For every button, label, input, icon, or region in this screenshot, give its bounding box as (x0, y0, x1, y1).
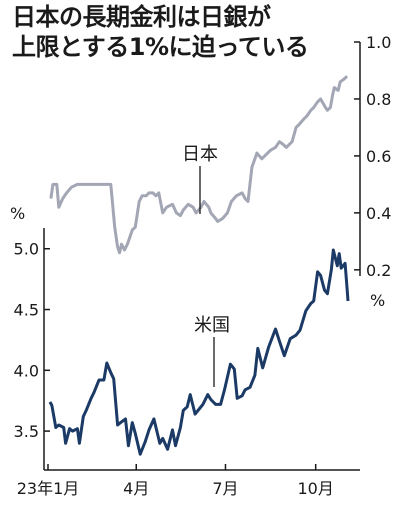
left-axis-unit: % (10, 204, 25, 223)
x-axis-tick-label: 4月 (123, 479, 149, 498)
right-axis-tick-label: 0.8 (366, 90, 391, 109)
chart-title-line-2: 上限とする1%に迫っている (12, 33, 309, 61)
series-line-us (48, 248, 350, 456)
series-label-japan: 日本 (182, 144, 218, 165)
x-axis-tick-label: 10月 (297, 479, 333, 498)
right-axis-tick-label: 0.4 (366, 204, 391, 223)
right-axis-tick-label: 1.0 (366, 33, 391, 52)
left-axis-tick-label: 5.0 (14, 240, 39, 259)
chart-title-line-1: 日本の長期金利は日銀が (12, 3, 271, 31)
left-axis-tick-label: 4.5 (14, 301, 39, 320)
left-axis-ticks: 3.5 4.0 4.5 5.0 (14, 240, 50, 441)
left-axis-tick-label: 3.5 (14, 422, 39, 441)
right-axis-tick-label: 0.2 (366, 261, 391, 280)
right-axis-tick-label: 0.6 (366, 147, 391, 166)
x-axis-ticks: 23年1月 4月 7月 10月 (17, 464, 334, 498)
x-axis-tick-label: 23年1月 (17, 479, 80, 498)
series-line-japan (49, 75, 349, 255)
right-axis-ticks: 0.2 0.4 0.6 0.8 1.0 (354, 33, 391, 280)
right-axis-unit: % (370, 291, 385, 310)
x-axis-tick-label: 7月 (212, 479, 238, 498)
series-label-us: 米国 (194, 315, 230, 336)
left-axis-tick-label: 4.0 (14, 361, 39, 380)
